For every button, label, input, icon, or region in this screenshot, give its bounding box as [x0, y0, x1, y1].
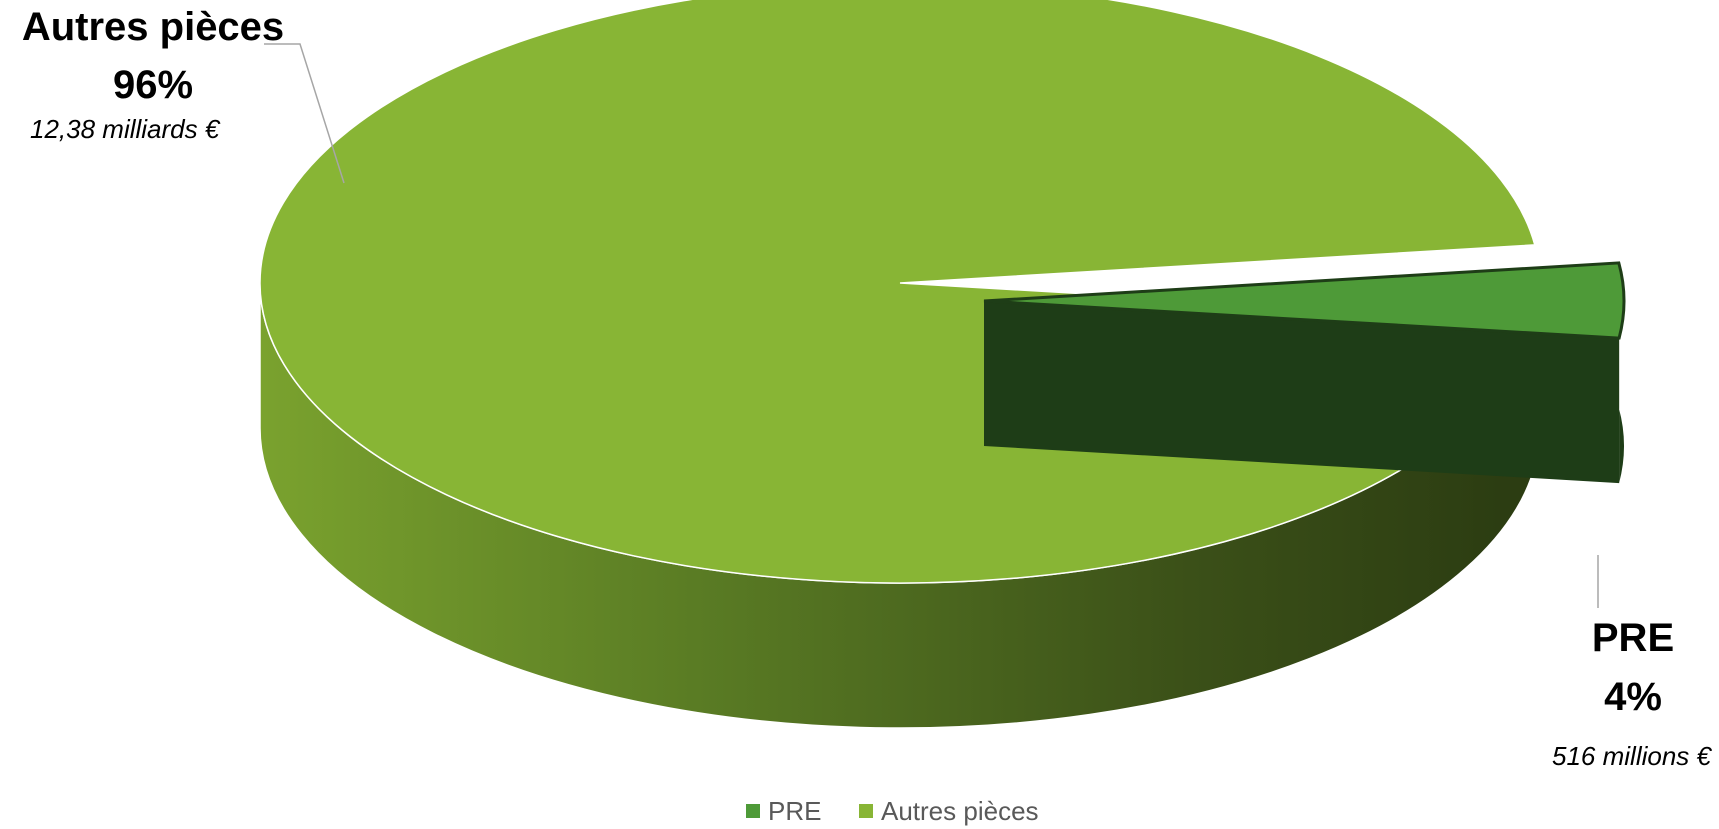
label-pre-amount: 516 millions € [1552, 741, 1713, 771]
legend-swatch-autres [859, 804, 873, 818]
label-pre-percent: 4% [1604, 675, 1662, 719]
label-autres-name: Autres pièces [22, 5, 284, 49]
label-autres-percent: 96% [113, 63, 193, 107]
legend-label-autres: Autres pièces [881, 796, 1039, 826]
legend-label-pre: PRE [768, 796, 821, 826]
legend-swatch-pre [746, 804, 760, 818]
legend: PRE Autres pièces [746, 796, 1039, 826]
slice-pre-top [983, 261, 1626, 340]
label-autres-amount: 12,38 milliards € [30, 114, 221, 144]
slice-pre-wall [984, 301, 1620, 484]
label-pre-name: PRE [1592, 616, 1674, 660]
leader-line-autres [264, 43, 345, 184]
